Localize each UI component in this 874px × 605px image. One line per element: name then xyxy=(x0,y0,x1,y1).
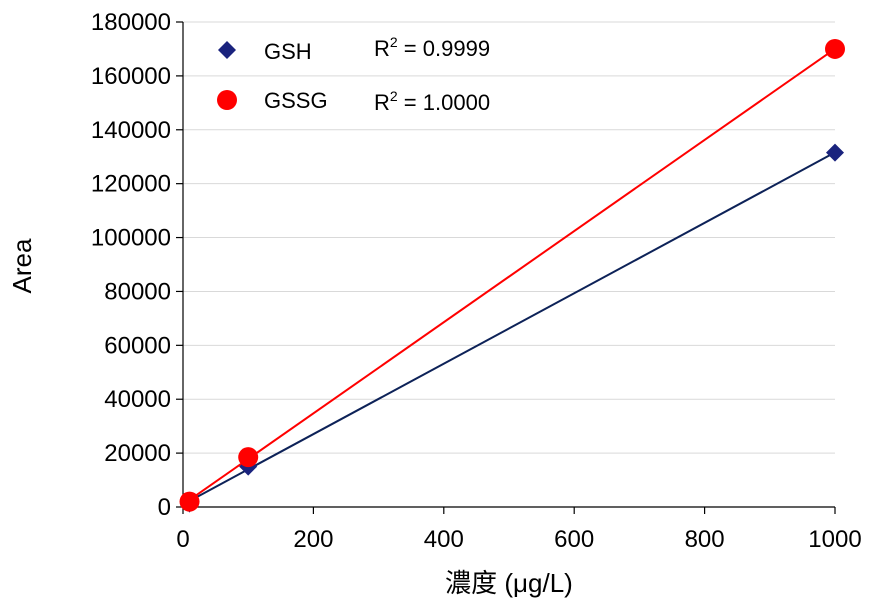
r2-symbol-gsh: R xyxy=(374,36,390,61)
y-tick-label-7: 140000 xyxy=(91,117,171,144)
legend-marker-gsh xyxy=(218,41,236,59)
axes xyxy=(182,22,835,508)
x-axis-ticks: 0 200 400 600 800 1000 xyxy=(176,507,862,553)
r2-superscript-gsh: 2 xyxy=(390,34,398,50)
legend-label-gssg: GSSG xyxy=(264,88,328,113)
trendline-gssg xyxy=(188,47,836,501)
data-points xyxy=(179,38,845,513)
x-tick-label-0: 0 xyxy=(176,526,189,553)
y-tick-label-9: 180000 xyxy=(91,9,171,36)
point-gsh-2 xyxy=(826,143,844,162)
r2-symbol-gssg: R xyxy=(374,90,390,115)
x-tick-label-4: 800 xyxy=(685,526,725,553)
y-tick-label-4: 80000 xyxy=(104,278,171,305)
x-tick-label-2: 400 xyxy=(424,526,464,553)
r2-label-gssg: R2 = 1.0000 xyxy=(374,88,490,115)
legend: GSH GSSG xyxy=(217,39,328,113)
trend-lines xyxy=(188,47,836,502)
point-gssg-0 xyxy=(179,491,200,512)
point-gssg-2 xyxy=(825,38,845,59)
y-tick-label-0: 0 xyxy=(158,494,171,521)
trendline-gsh xyxy=(189,151,836,502)
y-tick-label-2: 40000 xyxy=(104,386,171,413)
y-tick-label-8: 160000 xyxy=(91,63,171,90)
y-tick-label-3: 60000 xyxy=(104,332,171,359)
r2-value-gsh: = 0.9999 xyxy=(398,36,490,61)
x-tick-label-5: 1000 xyxy=(808,526,861,553)
y-axis-ticks: 0 20000 40000 60000 80000 100000 120000 140000 1… xyxy=(91,9,183,521)
x-tick-label-1: 200 xyxy=(293,526,333,553)
y-tick-label-6: 120000 xyxy=(91,171,171,198)
grid-lines xyxy=(183,21,835,454)
r2-annotations: R2 = 0.9999 R2 = 1.0000 xyxy=(374,34,490,115)
y-axis-label: Area xyxy=(7,238,37,293)
x-axis-label: 濃度 (μg/L) xyxy=(445,568,573,598)
y-tick-label-5: 100000 xyxy=(91,225,171,252)
r2-superscript-gssg: 2 xyxy=(390,88,398,104)
x-tick-label-3: 600 xyxy=(554,526,594,553)
legend-marker-gssg xyxy=(217,90,237,110)
y-tick-label-1: 20000 xyxy=(104,440,171,467)
r2-value-gssg: = 1.0000 xyxy=(398,90,490,115)
point-gssg-1 xyxy=(238,447,259,468)
r2-label-gsh: R2 = 0.9999 xyxy=(374,34,490,61)
legend-label-gsh: GSH xyxy=(264,39,312,64)
